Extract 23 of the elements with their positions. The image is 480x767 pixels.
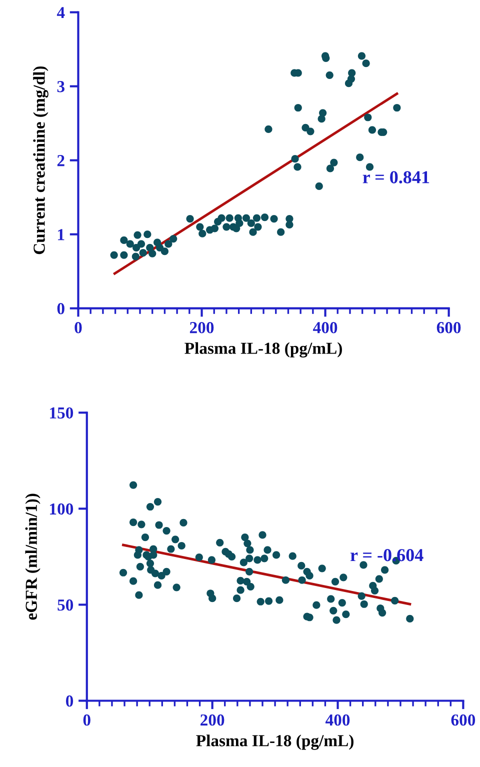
- y-axis-title: eGFR (ml/min/1)): [25, 494, 40, 620]
- y-tick-label: 100: [50, 503, 74, 515]
- y-tick-label: 4: [56, 7, 65, 18]
- y-tick-label: 50: [58, 599, 74, 611]
- annotation: r = -0.604: [350, 549, 424, 562]
- y-axis-title: Current creatinine (mg/dl): [33, 66, 48, 254]
- x-axis-title: Plasma IL-18 (pg/mL): [196, 734, 354, 750]
- x-tick-label: 0: [83, 714, 90, 726]
- x-axis-title: Plasma IL-18 (pg/mL): [184, 342, 342, 358]
- y-tick-label: 150: [50, 407, 74, 419]
- y-tick-label: 0: [57, 303, 64, 314]
- x-tick-label: 0: [74, 322, 82, 334]
- x-tick-label: 400: [313, 322, 338, 334]
- x-tick-label: 600: [436, 322, 461, 334]
- y-tick-label: 2: [57, 155, 64, 166]
- x-tick-label: 400: [325, 714, 350, 726]
- x-tick-label: 200: [190, 322, 214, 334]
- x-tick-label: 600: [451, 714, 476, 726]
- y-tick-label: 0: [66, 695, 74, 707]
- annotation: r = 0.841: [362, 171, 430, 184]
- y-tick-label: 1: [58, 229, 64, 240]
- x-tick-label: 200: [200, 714, 224, 726]
- y-tick-label: 3: [57, 81, 64, 92]
